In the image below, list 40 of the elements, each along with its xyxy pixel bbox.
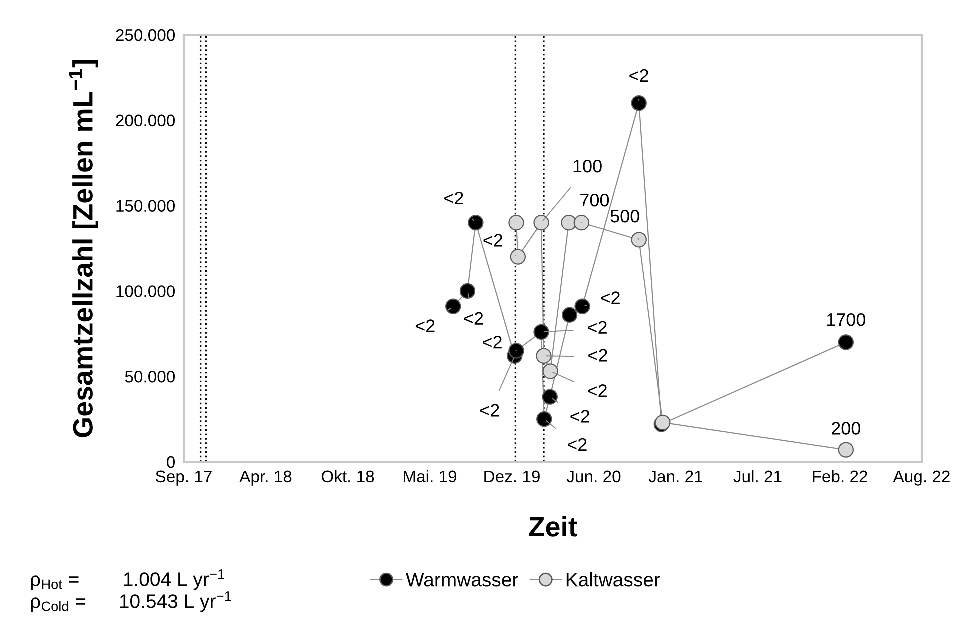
x-tick-label: Aug. 22: [893, 470, 950, 486]
x-tick-label: Jun. 20: [566, 470, 621, 483]
annotation: <2: [630, 69, 648, 82]
legend-label: Warmwasser: [406, 573, 518, 587]
annotation: <2: [416, 320, 435, 332]
x-tick-label: Feb. 22: [813, 470, 868, 483]
annotation: <2: [444, 192, 464, 205]
y-tick-label: 200.000: [116, 114, 176, 127]
x-axis-title: Zeit: [529, 516, 578, 537]
x-tick-label: Dez. 19: [484, 470, 540, 483]
annotation: <2: [464, 312, 484, 325]
text: ρ$_{Cold}$ = 10.543 L yr$^{−1}$: [31, 592, 232, 612]
x-tick-label: Mai. 19: [404, 470, 457, 483]
y-tick-label: 0: [167, 456, 176, 468]
text: ρ$_{Hot}$ = 1.004 L yr$^{−1}$: [31, 570, 224, 590]
x-tick-label: Sep. 17: [156, 470, 212, 486]
annotation: <2: [570, 410, 590, 423]
y-axis-title: Gesamtzellzahl [Zellen mL$^{−1}$]: [69, 60, 98, 438]
annotation: <2: [588, 349, 608, 362]
annotation: <2: [568, 438, 587, 451]
annotation: <2: [588, 384, 607, 398]
y-tick-label: 50.000: [125, 371, 176, 383]
x-tick-label: Apr. 18: [240, 470, 292, 486]
annotation: 200: [832, 422, 861, 435]
y-tick-label: 150.000: [116, 200, 176, 212]
annotation: 700: [580, 194, 610, 207]
x-tick-label: Jan. 21: [648, 470, 703, 483]
annotation: 1700: [827, 314, 866, 326]
annotation: 500: [610, 210, 640, 223]
annotation: <2: [480, 404, 500, 417]
legend-label: Kaltwasser: [566, 572, 660, 587]
annotation: 100: [574, 160, 602, 173]
annotation: <2: [483, 336, 502, 349]
annotation: <2: [588, 321, 607, 334]
x-tick-label: Okt. 18: [322, 470, 374, 483]
y-tick-label: 250.000: [116, 29, 176, 42]
y-tick-label: 100.000: [116, 286, 176, 298]
annotation: <2: [601, 292, 620, 304]
annotation: <2: [484, 234, 503, 247]
x-tick-label: Jul. 21: [734, 470, 782, 483]
